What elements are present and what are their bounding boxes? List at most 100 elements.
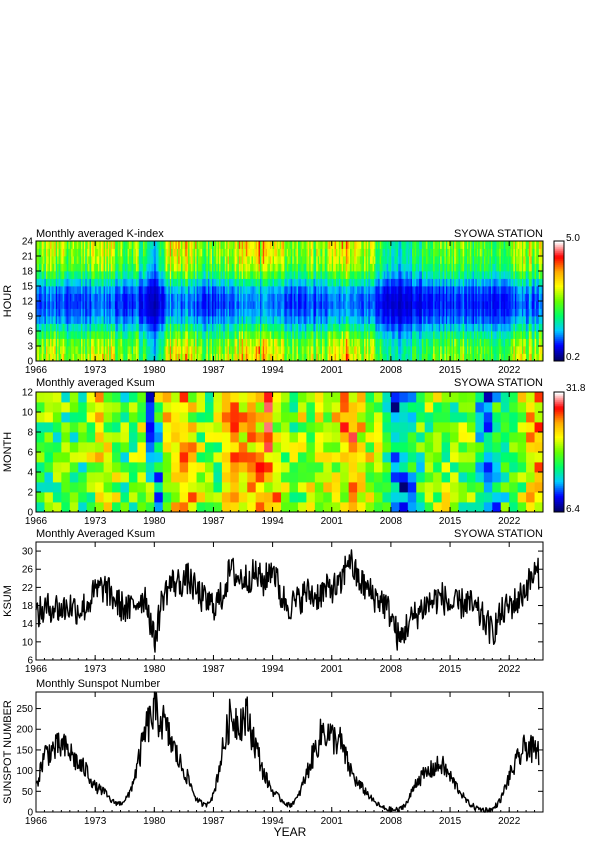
heatmap-cell bbox=[88, 271, 90, 279]
heatmap-cell bbox=[185, 248, 188, 257]
heatmap-cell bbox=[147, 316, 150, 324]
heatmap-cell bbox=[143, 271, 145, 279]
heatmap-cell bbox=[250, 308, 252, 317]
heatmap-cell bbox=[133, 278, 135, 287]
heatmap-cell bbox=[55, 241, 58, 249]
heatmap-cell bbox=[312, 308, 314, 317]
heatmap-cell bbox=[61, 346, 64, 354]
heatmap-cell bbox=[412, 278, 414, 287]
heatmap-cell bbox=[392, 256, 395, 264]
heatmap-cell bbox=[174, 301, 176, 309]
heatmap-cell bbox=[371, 263, 373, 272]
heatmap-cell bbox=[361, 248, 364, 257]
heatmap-cell bbox=[290, 256, 293, 264]
heatmap-cell bbox=[268, 278, 271, 287]
heatmap-cell bbox=[389, 346, 392, 354]
heatmap-cell bbox=[171, 263, 174, 272]
heatmap-cell bbox=[413, 338, 416, 347]
heatmap-cell bbox=[190, 241, 193, 249]
heatmap-cell bbox=[131, 316, 134, 324]
heatmap-cell bbox=[390, 346, 393, 354]
heatmap-cell bbox=[197, 301, 200, 309]
heatmap-cell bbox=[262, 248, 265, 257]
heatmap-cell bbox=[166, 346, 169, 354]
heatmap-cell bbox=[340, 301, 343, 309]
heatmap-cell bbox=[116, 323, 119, 332]
heatmap-cell bbox=[292, 346, 295, 354]
heatmap-cell bbox=[224, 256, 227, 264]
heatmap-cell bbox=[389, 308, 392, 317]
heatmap-cell bbox=[234, 338, 237, 347]
heatmap-cell bbox=[250, 293, 252, 302]
heatmap-cell bbox=[231, 248, 234, 257]
heatmap-cell bbox=[174, 248, 176, 257]
heatmap-cell bbox=[348, 316, 351, 324]
heatmap-cell bbox=[251, 308, 254, 317]
heatmap-cell bbox=[265, 353, 268, 362]
heatmap-cell bbox=[413, 248, 416, 257]
heatmap-cell bbox=[65, 248, 68, 257]
heatmap-cell bbox=[395, 286, 397, 294]
heatmap-cell bbox=[65, 331, 68, 339]
heatmap-cell bbox=[103, 331, 106, 339]
heatmap-cell bbox=[264, 301, 266, 309]
heatmap-cell bbox=[231, 286, 234, 294]
heatmap-cell bbox=[413, 346, 416, 354]
heatmap-cell bbox=[57, 248, 59, 257]
heatmap-cell bbox=[88, 293, 90, 302]
heatmap-cell bbox=[359, 308, 362, 317]
heatmap-cell bbox=[66, 338, 69, 347]
heatmap-cell bbox=[351, 278, 354, 287]
heatmap-cell bbox=[120, 248, 123, 257]
heatmap-cell bbox=[457, 346, 459, 354]
heatmap-cell bbox=[419, 293, 421, 302]
heatmap-cell bbox=[435, 241, 438, 249]
heatmap-cell bbox=[438, 271, 441, 279]
heatmap-cell bbox=[174, 286, 176, 294]
heatmap-cell bbox=[257, 338, 259, 347]
heatmap-cell bbox=[254, 353, 257, 362]
heatmap-cell bbox=[444, 346, 447, 354]
heatmap-cell bbox=[400, 248, 403, 257]
heatmap-cell bbox=[144, 278, 147, 287]
heatmap-cell bbox=[313, 278, 316, 287]
heatmap-cell bbox=[281, 286, 283, 294]
heatmap-cell bbox=[168, 241, 171, 249]
heatmap-cell bbox=[331, 248, 334, 257]
heatmap-cell bbox=[175, 323, 178, 332]
heatmap-cell bbox=[304, 278, 307, 287]
heatmap-cell bbox=[212, 263, 214, 272]
heatmap-cell bbox=[390, 338, 393, 347]
heatmap-cell bbox=[141, 316, 144, 324]
heatmap-cell bbox=[274, 248, 276, 257]
heatmap-cell bbox=[369, 323, 372, 332]
heatmap-cell bbox=[416, 248, 419, 257]
heatmap-cell bbox=[365, 346, 368, 354]
heatmap-cell bbox=[195, 316, 197, 324]
heatmap-cell bbox=[450, 331, 452, 339]
heatmap-cell bbox=[416, 286, 419, 294]
heatmap-cell bbox=[326, 308, 328, 317]
heatmap-cell bbox=[148, 293, 151, 302]
heatmap-cell bbox=[386, 338, 389, 347]
heatmap-cell bbox=[231, 263, 234, 272]
heatmap-cell bbox=[468, 346, 471, 354]
heatmap-cell bbox=[407, 248, 410, 257]
heatmap-cell bbox=[320, 353, 323, 362]
heatmap-cell bbox=[461, 331, 464, 339]
heatmap-cell bbox=[133, 286, 135, 294]
heatmap-cell bbox=[412, 323, 414, 332]
heatmap-cell bbox=[105, 286, 107, 294]
heatmap-cell bbox=[197, 316, 200, 324]
heatmap-cell bbox=[361, 263, 364, 272]
heatmap-cell bbox=[121, 308, 124, 317]
heatmap-cell bbox=[402, 346, 404, 354]
heatmap-cell bbox=[448, 316, 451, 324]
heatmap-cell bbox=[320, 241, 323, 249]
heatmap-cell bbox=[195, 241, 197, 249]
heatmap-cell bbox=[247, 263, 250, 272]
heatmap-cell bbox=[107, 248, 110, 257]
heatmap-cell bbox=[237, 293, 240, 302]
heatmap-cell bbox=[182, 323, 185, 332]
heatmap-cell bbox=[175, 301, 178, 309]
